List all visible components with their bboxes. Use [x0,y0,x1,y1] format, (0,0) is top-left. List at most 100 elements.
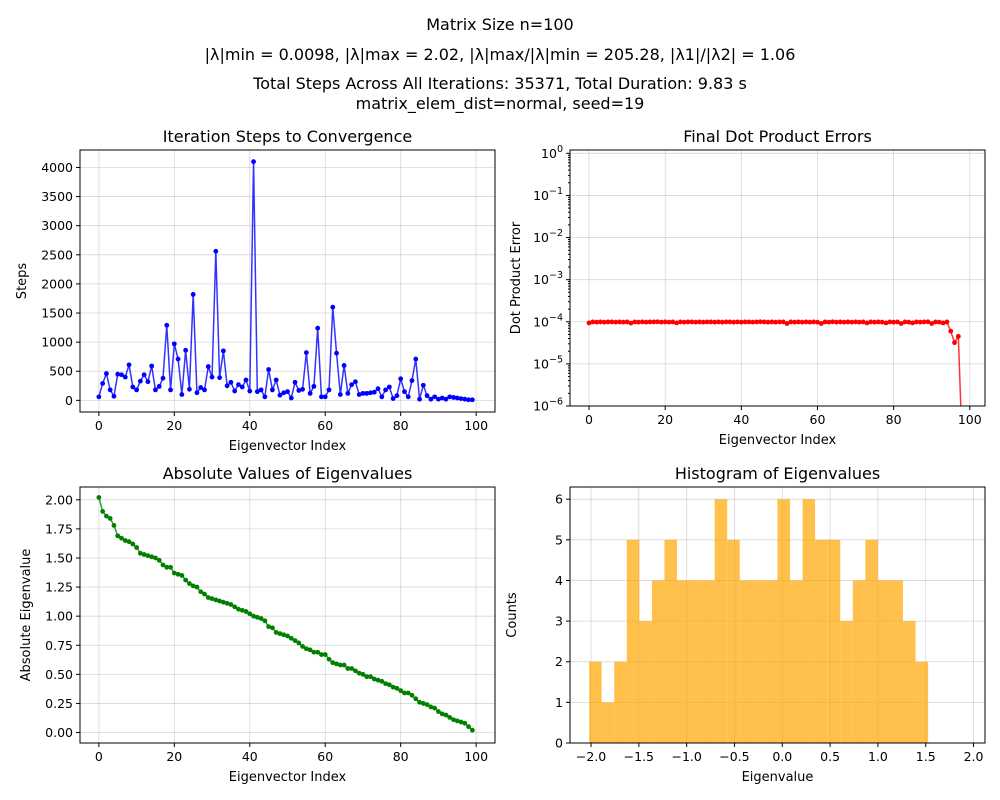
eigabs-point [383,681,388,687]
eigabs-xtick-label: 0 [95,749,103,764]
steps-point [258,387,264,393]
errors-point [598,319,603,325]
steps-point [285,389,290,395]
eigabs-point [345,666,351,671]
hist-ytick-label: 0 [555,736,563,751]
eigabs-ytick-label: 1.75 [45,521,73,536]
histogram-bar [677,580,690,743]
errors-point [620,319,626,325]
errors-axes-frame [569,149,986,407]
hist-ytick-label: 1 [555,695,563,710]
errors-point [678,319,683,325]
errors-point [788,319,794,325]
eigabs-point [104,513,109,519]
eigabs-point [213,597,219,603]
eigabs-point [194,584,200,590]
steps-point [300,386,305,392]
steps-point [156,383,162,389]
steps-point [115,371,121,377]
eigabs-point [360,671,366,677]
steps-point [428,396,434,402]
steps-point [254,389,260,395]
errors-point [822,319,828,325]
hist-xtick-label: −1.0 [671,749,701,764]
histogram-bar [651,580,665,743]
steps-ytick-label: 1000 [41,335,73,350]
errors-point [891,319,897,325]
eigabs-point [349,666,355,671]
steps-point [447,394,453,400]
errors-ytick-label: 10−1 [533,186,563,203]
steps-point [251,159,256,165]
errors-chart: 0 20 40 60 80 100 10−6 10−5 10−4 10−3 10−2 10−1 100 F… [509,127,986,448]
eigabs-point [262,618,268,624]
steps-xlabel: Eigenvector Index [229,439,347,454]
steps-point [194,390,200,396]
steps-ytick-label: 3000 [41,218,73,233]
steps-axes-frame [79,149,496,413]
errors-point [647,319,653,325]
steps-point [454,395,460,401]
steps-point [413,356,419,362]
errors-point [662,319,668,325]
steps-point [277,392,283,398]
steps-ytick-label: 4000 [41,160,73,175]
steps-point [375,386,381,392]
hist-ticks: −2.0 −1.5 −1.0 −0.5 0.0 0.5 1.0 1.5 2.0 0 1 2 3 4 5 6 [555,492,983,764]
steps-xtick-label: 60 [317,418,333,433]
hist-xtick-label: −1.5 [624,749,654,764]
errors-point [849,319,855,325]
errors-point [811,319,817,325]
errors-point [948,328,954,334]
errors-point [952,340,957,346]
eigabs-point [462,720,468,726]
errors-point [617,319,622,325]
steps-point [466,397,471,403]
errors-point [765,319,771,325]
eigabs-ytick-label: 0.75 [45,638,73,653]
hist-ytick-label: 4 [555,573,563,588]
eigabs-point [209,596,215,602]
errors-ticks: 0 20 40 60 80 100 10−6 10−5 10−4 10−3 10−2 10−1 100 [533,144,982,427]
steps-point [349,382,355,388]
steps-point [209,374,215,380]
eigabs-point [153,555,158,561]
header-distribution: matrix_elem_dist=normal, seed=19 [356,94,645,114]
eigenvalue-histogram-chart: −2.0 −1.5 −1.0 −0.5 0.0 0.5 1.0 1.5 2.0 0 1 2 3 4 5 6 Hi… [505,464,986,785]
errors-point [628,320,634,326]
errors-ytick-label: 10−4 [533,312,563,329]
errors-point [845,319,851,325]
hist-title: Histogram of Eigenvalues [675,464,880,483]
eigabs-point [232,604,238,610]
steps-point [319,394,324,400]
hist-xlabel: Eigenvalue [742,770,814,785]
eigabs-point [247,611,253,617]
errors-point [609,319,615,325]
errors-point [655,319,660,325]
header-matrix-size: Matrix Size n=100 [426,15,573,34]
errors-point [780,319,786,325]
eigabs-point [175,571,181,577]
steps-point [451,395,456,400]
histogram-bar [639,621,652,743]
steps-point [383,387,388,393]
eigabs-point [228,602,234,607]
errors-point [914,319,919,325]
steps-point [153,387,158,393]
eigabs-point [149,554,155,560]
eigabs-point [417,699,422,705]
hist-ytick-label: 5 [555,532,563,547]
steps-point [205,364,211,369]
errors-point [643,319,649,325]
steps-chart: 0 20 40 60 80 1000500100015002000250030003500… [15,127,496,454]
steps-point [190,291,196,297]
eigabs-point [236,606,241,612]
eigabs-point [394,685,400,691]
histogram-bar [664,539,678,743]
steps-point [119,372,124,378]
eigabs-point [134,545,139,550]
errors-point [879,319,885,325]
errors-point [632,319,638,325]
errors-xtick-label: 40 [733,412,749,427]
eigabs-ytick-label: 0.50 [45,667,73,682]
